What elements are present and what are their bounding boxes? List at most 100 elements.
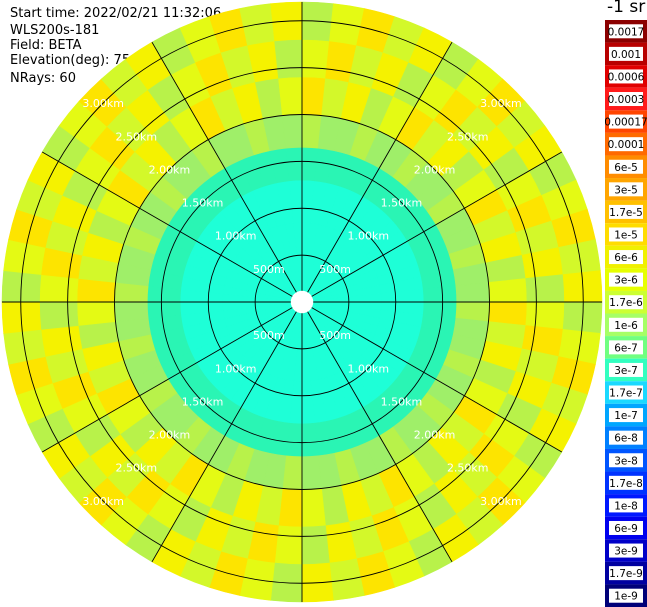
- range-label: 1.00km: [348, 362, 390, 375]
- colorbar-label-box: [609, 137, 643, 152]
- colorbar-label-box: [609, 204, 643, 219]
- colorbar-label: 1e-9: [614, 591, 638, 603]
- colorbar-label: 1.7e-8: [609, 478, 643, 490]
- colorbar-label-box: [609, 385, 643, 400]
- colorbar-label-box: [609, 182, 643, 197]
- colorbar-label: 1.7e-6: [609, 297, 643, 309]
- azimuth-spoke: [151, 311, 297, 563]
- range-label: 1.00km: [348, 230, 390, 243]
- range-label: 3.00km: [480, 97, 522, 110]
- colorbar-label-box: [609, 46, 643, 61]
- polar-plot: 500m 500m 500m 500m 1.00km 1.00km 1.00km 1.00km…: [1, 1, 603, 603]
- colorbar-label: 3e-6: [614, 275, 638, 287]
- range-label: 2.00km: [149, 163, 191, 176]
- range-label: 1.50km: [182, 197, 224, 210]
- nrays-label: NRays: 60: [10, 71, 76, 86]
- colorbar-label: 1e-6: [614, 320, 638, 332]
- colorbar-label: 0.0003: [608, 94, 645, 106]
- range-label: 3.00km: [480, 495, 522, 508]
- data-sector: [301, 488, 326, 528]
- colorbar-label-box: [609, 430, 643, 445]
- colorbar-label: 0.00017: [605, 117, 647, 129]
- colorbar-label-box: [609, 475, 643, 490]
- instrument-label: WLS200s-181: [10, 23, 100, 38]
- colorbar-label: 3e-7: [614, 365, 638, 377]
- azimuth-spoke: [41, 151, 293, 297]
- range-labels: 500m 500m 500m 500m 1.00km 1.00km 1.00km 1.00km…: [82, 97, 521, 508]
- colorbar-label-box: [609, 114, 643, 129]
- data-sector: [274, 39, 303, 79]
- colorbar-label-box: [609, 92, 643, 107]
- azimuth-spoke: [151, 41, 297, 293]
- colorbar-label-box: [609, 520, 643, 535]
- azimuth-spokes: [2, 2, 602, 602]
- colorbar-label-box: [609, 317, 643, 332]
- data-sector: [76, 301, 116, 326]
- data-sector: [274, 525, 303, 565]
- colorbar-label: 6e-5: [614, 162, 638, 174]
- colorbar-label: 6e-9: [614, 523, 638, 535]
- colorbar-label-box: [609, 272, 643, 287]
- colorbar-label: 3e-9: [614, 546, 638, 558]
- colorbar-label-box: [609, 250, 643, 265]
- range-label: 2.00km: [414, 429, 456, 442]
- colorbar-label: 1e-7: [614, 410, 638, 422]
- data-sector: [301, 525, 330, 565]
- colorbar-label-box: [609, 408, 643, 423]
- range-label: 3.00km: [82, 97, 124, 110]
- colorbar-label-box: [609, 340, 643, 355]
- colorbar-label: 0.0017: [608, 26, 645, 38]
- azimuth-spoke: [311, 307, 563, 453]
- data-sector: [278, 76, 303, 116]
- colorbar-label: 0.001: [611, 49, 641, 61]
- colorbar-label-box: [609, 543, 643, 558]
- colorbar-label-box: [609, 453, 643, 468]
- center-gap: [290, 290, 314, 314]
- range-label: 1.50km: [381, 395, 423, 408]
- colorbar-label: 0.0001: [608, 139, 645, 151]
- colorbar-label: 1e-8: [614, 500, 638, 512]
- range-label: 2.00km: [414, 163, 456, 176]
- colorbar-label: 1.7e-9: [609, 568, 643, 580]
- data-sector: [282, 114, 303, 149]
- data-sector: [525, 274, 565, 303]
- azimuth-spoke: [307, 311, 453, 563]
- colorbar-unit-label: -1 sr: [607, 0, 646, 17]
- data-sector: [301, 39, 330, 79]
- data-sector: [114, 301, 149, 322]
- colorbar-legend: 0.0017 0.001 0.0006 0.0003 0.00017 0.0001 6e-5…: [605, 20, 647, 607]
- range-label: 1.50km: [182, 395, 224, 408]
- data-sector: [525, 301, 565, 330]
- colorbar-label: 1e-5: [614, 229, 638, 241]
- colorbar-label-box: [609, 227, 643, 242]
- range-label: 1.00km: [215, 362, 257, 375]
- range-label: 2.50km: [115, 130, 157, 143]
- data-sector: [39, 301, 79, 330]
- range-label: 500m: [319, 329, 351, 342]
- data-sector: [39, 274, 79, 303]
- azimuth-spoke: [307, 41, 453, 293]
- colorbar-label: 1.7e-7: [609, 388, 643, 400]
- elevation-label: Elevation(deg): 75.00: [10, 53, 151, 68]
- range-label: 2.50km: [115, 462, 157, 475]
- range-label: 3.00km: [82, 495, 124, 508]
- colorbar-label-box: [609, 566, 643, 581]
- field-label: Field: BETA: [10, 38, 82, 53]
- colorbar-label: 3e-5: [614, 184, 638, 196]
- colorbar-label: 6e-7: [614, 342, 638, 354]
- colorbar-label: 1.7e-5: [609, 207, 643, 219]
- colorbar-label: 0.0006: [608, 71, 645, 83]
- colorbar-label: 6e-8: [614, 433, 638, 445]
- data-sector: [488, 278, 528, 303]
- start-time-label: Start time: 2022/02/21 11:32:06: [10, 6, 222, 21]
- colorbar-label: 6e-6: [614, 252, 638, 264]
- data-sector: [455, 282, 490, 303]
- colorbar-label: 3e-8: [614, 455, 638, 467]
- range-label: 2.50km: [447, 462, 489, 475]
- range-label: 2.00km: [149, 429, 191, 442]
- range-label: 1.50km: [381, 197, 423, 210]
- range-label: 500m: [253, 263, 285, 276]
- azimuth-spoke: [311, 151, 563, 297]
- colorbar-label-box: [609, 295, 643, 310]
- colorbar-label-box: [609, 362, 643, 377]
